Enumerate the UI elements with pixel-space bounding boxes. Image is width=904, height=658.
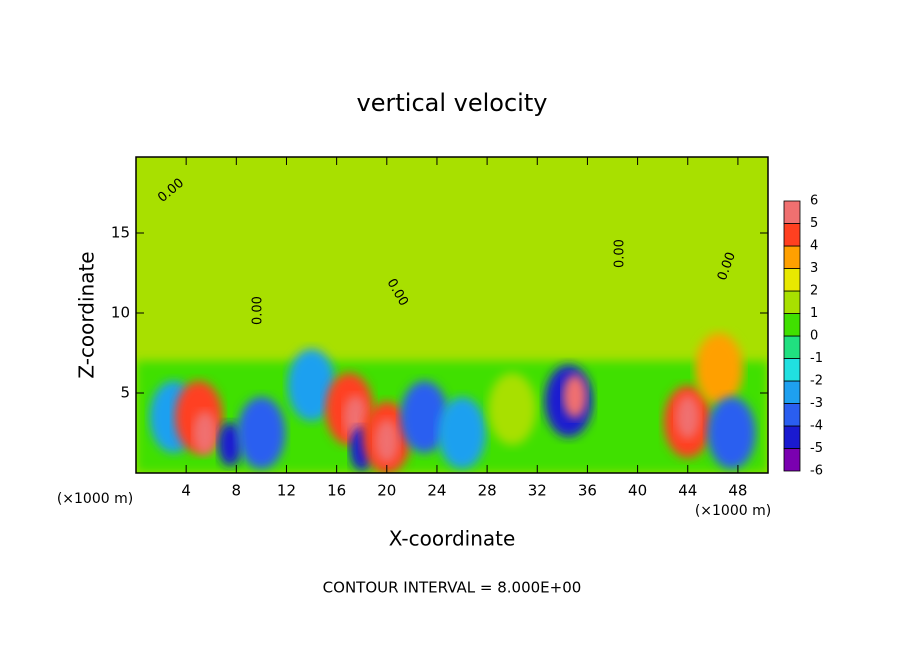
- colorbar-box: [783, 335, 801, 359]
- x-tick-label: 28: [478, 482, 497, 500]
- colorbar-label: 3: [810, 261, 818, 276]
- colorbar-box: [783, 245, 801, 269]
- x-tick-label: 36: [578, 482, 597, 500]
- y-tick-label: 10: [111, 304, 130, 322]
- colorbar-label: -1: [810, 351, 823, 366]
- x-tick-label: 16: [327, 482, 346, 500]
- x-tick-label: 44: [678, 482, 697, 500]
- x-unit: (×1000 m): [695, 503, 771, 519]
- colorbar-label: 2: [810, 284, 818, 299]
- colorbar-label: 0: [810, 329, 818, 344]
- colorbar-label: -4: [810, 419, 823, 434]
- x-tick-label: 32: [528, 482, 547, 500]
- colorbar-box: [783, 380, 801, 404]
- x-tick-label: 48: [728, 482, 747, 500]
- x-tick-label: 12: [277, 482, 296, 500]
- x-axis-label: X-coordinate: [389, 527, 516, 551]
- colorbar-box: [783, 268, 801, 292]
- x-tick-label: 20: [377, 482, 396, 500]
- colorbar-label: 4: [810, 239, 818, 254]
- colorbar-label: 5: [810, 216, 818, 231]
- x-unit: (×1000 m): [57, 491, 133, 507]
- x-tick-label: 8: [232, 482, 242, 500]
- colorbar-box: [783, 290, 801, 314]
- colorbar-label: 6: [810, 194, 818, 209]
- y-tick-label: 15: [111, 224, 130, 242]
- field-feature: [400, 381, 449, 453]
- field-feature: [192, 411, 217, 455]
- field-feature: [675, 395, 700, 439]
- colorbar-box: [783, 223, 801, 247]
- field-feature: [438, 397, 487, 469]
- footer: CONTOUR INTERVAL = 8.000E+00: [323, 579, 582, 597]
- field-feature: [218, 422, 243, 467]
- colorbar-box: [783, 448, 801, 472]
- y-tick-label: 5: [120, 384, 130, 402]
- colorbar-box: [783, 200, 801, 224]
- contour-label: 0.00: [613, 239, 628, 268]
- colorbar-label: 1: [810, 306, 818, 321]
- field-feature: [707, 397, 756, 469]
- colorbar-box: [783, 403, 801, 427]
- field-feature: [374, 419, 399, 463]
- colorbar-box: [783, 358, 801, 382]
- x-tick-label: 40: [628, 482, 647, 500]
- colorbar-box: [783, 313, 801, 337]
- plot-frame: [135, 156, 769, 474]
- chart-title: vertical velocity: [357, 89, 548, 117]
- field: [136, 157, 768, 473]
- colorbar-label: -6: [810, 464, 823, 479]
- field-feature: [695, 333, 744, 405]
- field-feature: [287, 349, 336, 421]
- field-feature: [237, 397, 286, 469]
- colorbar-box: [783, 425, 801, 449]
- contour-label: 0.00: [251, 296, 266, 325]
- colorbar-label: -3: [810, 396, 823, 411]
- x-tick-label: 4: [181, 482, 191, 500]
- field-feature: [488, 373, 537, 445]
- field-feature: [562, 374, 587, 419]
- x-tick-label: 24: [427, 482, 446, 500]
- y-axis-label: Z-coordinate: [75, 251, 99, 378]
- colorbar-label: -5: [810, 441, 823, 456]
- colorbar-label: -2: [810, 374, 823, 389]
